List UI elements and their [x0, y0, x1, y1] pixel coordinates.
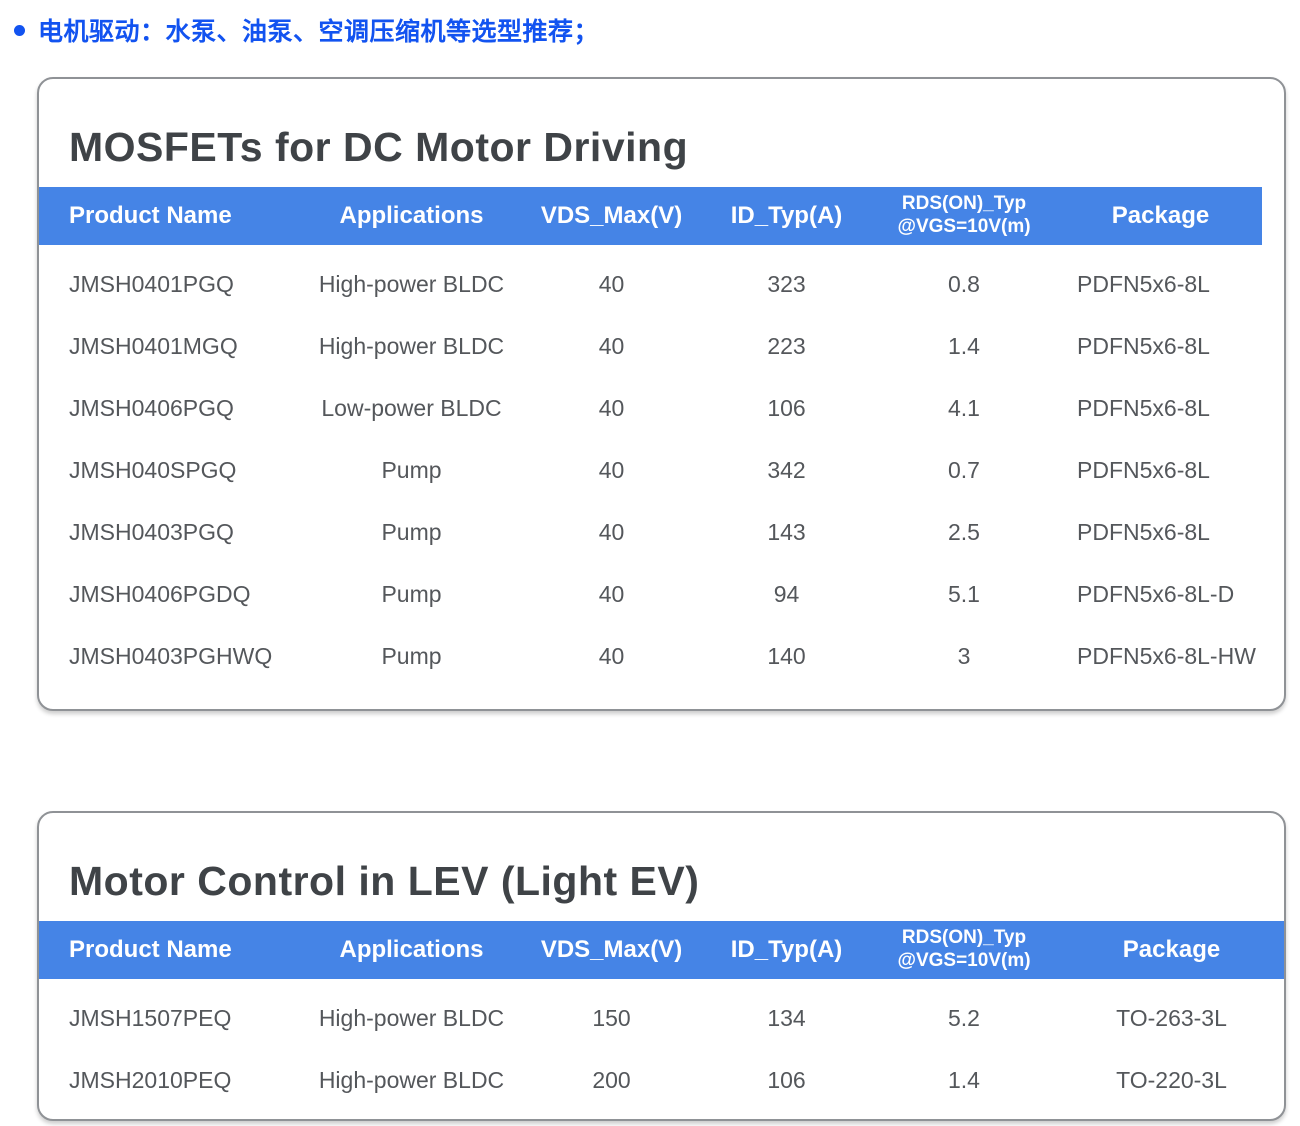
applications-cell: High-power BLDC: [318, 270, 505, 297]
product-name-cell: JMSH0406PGQ: [69, 394, 234, 421]
table-row: JMSH040SPGQ Pump 40 342 0.7 PDFN5x6-8L: [39, 439, 1284, 501]
table-body: JMSH0401PGQ High-power BLDC 40 323 0.8 PDFN5x…: [39, 245, 1284, 709]
rds-on-cell: 5.1: [948, 580, 980, 607]
id-typ-cell: 106: [767, 394, 806, 421]
table-row: JMSH0406PGDQ Pump 40 94 5.1 PDFN5x6-8L-D: [39, 563, 1284, 625]
package-cell: PDFN5x6-8L: [1077, 332, 1210, 359]
applications-cell: High-power BLDC: [318, 1066, 505, 1093]
package-cell: PDFN5x6-8L: [1077, 270, 1210, 297]
rds-on-cell: 1.4: [948, 1066, 980, 1093]
product-name-cell: JMSH0401PGQ: [69, 270, 234, 297]
col-header-product-name: Product Name: [69, 202, 232, 229]
vds-max-cell: 40: [598, 580, 625, 607]
rds-on-cell: 1.4: [948, 332, 980, 359]
product-name-cell: JMSH040SPGQ: [69, 456, 237, 483]
package-cell: TO-220-3L: [1116, 1066, 1227, 1093]
table-row: JMSH1507PEQ High-power BLDC 150 134 5.2 TO-26…: [39, 987, 1284, 1049]
table-row: JMSH0403PGHWQ Pump 40 140 3 PDFN5x6-8L-HW: [39, 625, 1284, 687]
col-header-package: Package: [1122, 936, 1221, 963]
rds-on-cell: 4.1: [948, 394, 980, 421]
table-body: JMSH1507PEQ High-power BLDC 150 134 5.2 TO-26…: [39, 979, 1284, 1119]
id-typ-cell: 143: [767, 518, 806, 545]
vds-max-cell: 150: [592, 1004, 631, 1031]
table-row: JMSH0401PGQ High-power BLDC 40 323 0.8 PDFN5x…: [39, 253, 1284, 315]
table-row: JMSH0403PGQ Pump 40 143 2.5 PDFN5x6-8L: [39, 501, 1284, 563]
id-typ-cell: 106: [767, 1066, 806, 1093]
section-heading: 电机驱动：水泵、油泵、空调压缩机等选型推荐；: [0, 0, 1300, 48]
col-header-package: Package: [1111, 202, 1210, 229]
id-typ-cell: 134: [767, 1004, 806, 1031]
applications-cell: Pump: [381, 456, 442, 483]
id-typ-cell: 140: [767, 642, 806, 669]
col-header-applications: Applications: [339, 202, 484, 229]
dc-motor-table-card: MOSFETs for DC Motor Driving Product Nam…: [37, 77, 1286, 711]
col-header-rds-on: RDS(ON)_Typ @VGS=10V(m): [897, 193, 1031, 237]
product-name-cell: JMSH0403PGQ: [69, 518, 234, 545]
rds-on-cell: 5.2: [948, 1004, 980, 1031]
id-typ-cell: 323: [767, 270, 806, 297]
rds-on-cell: 2.5: [948, 518, 980, 545]
package-cell: PDFN5x6-8L-HW: [1077, 642, 1256, 669]
package-cell: PDFN5x6-8L: [1077, 394, 1210, 421]
vds-max-cell: 40: [598, 270, 625, 297]
applications-cell: High-power BLDC: [318, 332, 505, 359]
col-header-id-typ: ID_Typ(A): [730, 936, 843, 963]
table-title: Motor Control in LEV (Light EV): [69, 858, 700, 904]
vds-max-cell: 40: [598, 456, 625, 483]
package-cell: TO-263-3L: [1116, 1004, 1227, 1031]
table-row: JMSH2010PEQ High-power BLDC 200 106 1.4 TO-22…: [39, 1049, 1284, 1111]
bullet-icon: [14, 24, 25, 36]
product-name-cell: JMSH0406PGDQ: [69, 580, 251, 607]
table-row: JMSH0401MGQ High-power BLDC 40 223 1.4 PDFN5x…: [39, 315, 1284, 377]
id-typ-cell: 223: [767, 332, 806, 359]
table-row: JMSH0406PGQ Low-power BLDC 40 106 4.1 PDFN5x6…: [39, 377, 1284, 439]
vds-max-cell: 200: [592, 1066, 631, 1093]
col-header-vds-max: VDS_Max(V): [540, 202, 683, 229]
package-cell: PDFN5x6-8L: [1077, 456, 1210, 483]
col-header-product-name: Product Name: [69, 936, 232, 963]
applications-cell: Low-power BLDC: [321, 394, 502, 421]
col-header-vds-max: VDS_Max(V): [540, 936, 683, 963]
id-typ-cell: 342: [767, 456, 806, 483]
vds-max-cell: 40: [598, 518, 625, 545]
col-header-applications: Applications: [339, 936, 484, 963]
rds-on-cell: 0.8: [948, 270, 980, 297]
product-name-cell: JMSH0401MGQ: [69, 332, 238, 359]
applications-cell: High-power BLDC: [318, 1004, 505, 1031]
applications-cell: Pump: [381, 642, 442, 669]
section-heading-text: 电机驱动：水泵、油泵、空调压缩机等选型推荐；: [38, 18, 600, 46]
applications-cell: Pump: [381, 518, 442, 545]
vds-max-cell: 40: [598, 394, 625, 421]
col-header-id-typ: ID_Typ(A): [730, 202, 843, 229]
vds-max-cell: 40: [598, 642, 625, 669]
applications-cell: Pump: [381, 580, 442, 607]
rds-on-cell: 0.7: [948, 456, 980, 483]
rds-on-cell: 3: [957, 642, 971, 669]
table-header-row: Product Name Applications VDS_Max(V) ID_…: [39, 187, 1262, 245]
lev-motor-table-card: Motor Control in LEV (Light EV) Product …: [37, 811, 1286, 1121]
product-name-cell: JMSH1507PEQ: [69, 1004, 232, 1031]
package-cell: PDFN5x6-8L-D: [1077, 580, 1235, 607]
vds-max-cell: 40: [598, 332, 625, 359]
col-header-rds-on: RDS(ON)_Typ @VGS=10V(m): [897, 927, 1031, 971]
product-name-cell: JMSH0403PGHWQ: [69, 642, 273, 669]
id-typ-cell: 94: [773, 580, 800, 607]
package-cell: PDFN5x6-8L: [1077, 518, 1210, 545]
table-header-row: Product Name Applications VDS_Max(V) ID_…: [39, 921, 1284, 979]
product-name-cell: JMSH2010PEQ: [69, 1066, 232, 1093]
table-title: MOSFETs for DC Motor Driving: [69, 124, 689, 170]
